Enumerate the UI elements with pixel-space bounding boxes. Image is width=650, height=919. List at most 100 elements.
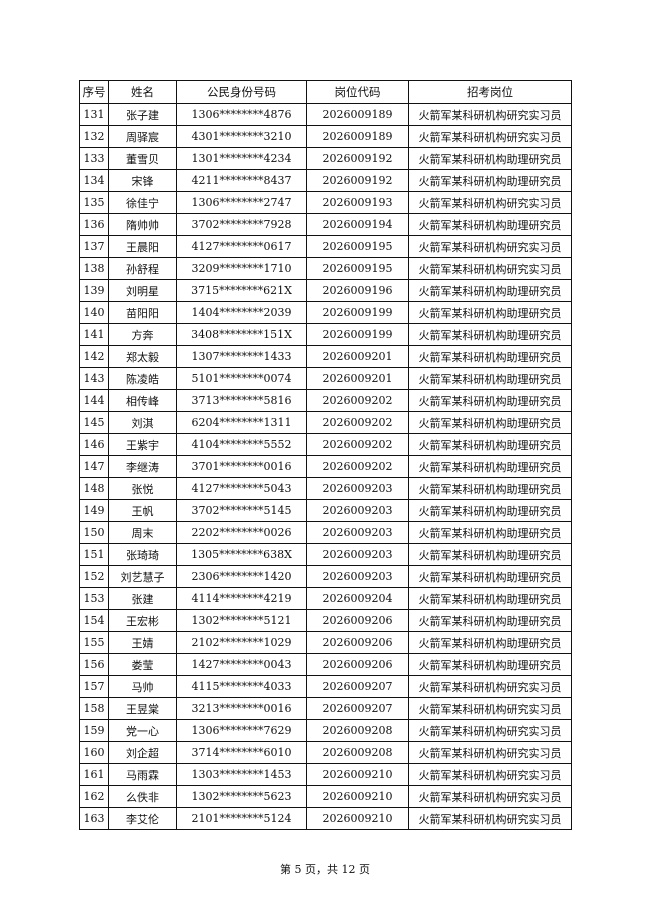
cell-col-name: 刘明星 bbox=[108, 279, 177, 302]
cell-col-index: 149 bbox=[79, 499, 109, 522]
cell-col-position-code: 2026009203 bbox=[306, 565, 409, 588]
cell-col-position-code: 2026009199 bbox=[306, 323, 409, 346]
cell-col-index: 154 bbox=[79, 609, 109, 632]
table-row: 148 张悦 4127********5043 2026009203 火箭军某科研机构助… bbox=[79, 477, 572, 500]
cell-col-position: 火箭军某科研机构研究实习员 bbox=[408, 741, 572, 764]
cell-col-index: 140 bbox=[79, 301, 109, 324]
cell-col-position: 火箭军某科研机构助理研究员 bbox=[408, 279, 572, 302]
cell-col-position-code: 2026009193 bbox=[306, 191, 409, 214]
cell-col-index: 132 bbox=[79, 125, 109, 148]
cell-col-position-code: 2026009202 bbox=[306, 411, 409, 434]
cell-col-position: 火箭军某科研机构助理研究员 bbox=[408, 367, 572, 390]
cell-col-position: 火箭军某科研机构研究实习员 bbox=[408, 807, 572, 830]
table-row: 133 董雪贝 1301********4234 2026009192 火箭军某科研机构… bbox=[79, 147, 572, 170]
cell-col-name: 刘企超 bbox=[108, 741, 177, 764]
cell-col-id-number: 3701********0016 bbox=[176, 455, 307, 478]
cell-col-index: 152 bbox=[79, 565, 109, 588]
table-row: 140 苗阳阳 1404********2039 2026009199 火箭军某科研机构… bbox=[79, 301, 572, 324]
header-col-position-code: 岗位代码 bbox=[306, 80, 409, 104]
cell-col-id-number: 4115********4033 bbox=[176, 675, 307, 698]
cell-col-index: 136 bbox=[79, 213, 109, 236]
cell-col-position: 火箭军某科研机构助理研究员 bbox=[408, 499, 572, 522]
cell-col-position: 火箭军某科研机构助理研究员 bbox=[408, 147, 572, 170]
cell-col-index: 134 bbox=[79, 169, 109, 192]
cell-col-position-code: 2026009189 bbox=[306, 103, 409, 126]
cell-col-index: 160 bbox=[79, 741, 109, 764]
cell-col-id-number: 2202********0026 bbox=[176, 521, 307, 544]
cell-col-position: 火箭军某科研机构助理研究员 bbox=[408, 433, 572, 456]
table-row: 151 张琦琦 1305********638X 2026009203 火箭军某科研机构… bbox=[79, 543, 572, 566]
cell-col-id-number: 1301********4234 bbox=[176, 147, 307, 170]
cell-col-position-code: 2026009203 bbox=[306, 543, 409, 566]
cell-col-position: 火箭军某科研机构助理研究员 bbox=[408, 653, 572, 676]
cell-col-position-code: 2026009201 bbox=[306, 345, 409, 368]
cell-col-position: 火箭军某科研机构助理研究员 bbox=[408, 169, 572, 192]
cell-col-position-code: 2026009195 bbox=[306, 257, 409, 280]
cell-col-index: 135 bbox=[79, 191, 109, 214]
cell-col-position-code: 2026009206 bbox=[306, 631, 409, 654]
cell-col-id-number: 3702********5145 bbox=[176, 499, 307, 522]
table-row: 146 王紫宇 4104********5552 2026009202 火箭军某科研机构… bbox=[79, 433, 572, 456]
cell-col-index: 131 bbox=[79, 103, 109, 126]
cell-col-index: 143 bbox=[79, 367, 109, 390]
table-row: 142 郑太毅 1307********1433 2026009201 火箭军某科研机构… bbox=[79, 345, 572, 368]
cell-col-name: 王宏彬 bbox=[108, 609, 177, 632]
candidate-table: 序号 姓名 公民身份号码 岗位代码 招考岗位 131 张子建 1306********487… bbox=[79, 80, 572, 830]
table-row: 152 刘艺慧子 2306********1420 2026009203 火箭军某科研机… bbox=[79, 565, 572, 588]
table-row: 162 么佚非 1302********5623 2026009210 火箭军某科研机构… bbox=[79, 785, 572, 808]
cell-col-index: 145 bbox=[79, 411, 109, 434]
cell-col-position: 火箭军某科研机构助理研究员 bbox=[408, 301, 572, 324]
cell-col-index: 157 bbox=[79, 675, 109, 698]
cell-col-id-number: 6204********1311 bbox=[176, 411, 307, 434]
cell-col-position-code: 2026009195 bbox=[306, 235, 409, 258]
cell-col-name: 娄莹 bbox=[108, 653, 177, 676]
table-row: 138 孙舒程 3209********1710 2026009195 火箭军某科研机构… bbox=[79, 257, 572, 280]
cell-col-position: 火箭军某科研机构助理研究员 bbox=[408, 477, 572, 500]
cell-col-name: 王昱棠 bbox=[108, 697, 177, 720]
table-row: 153 张建 4114********4219 2026009204 火箭军某科研机构助… bbox=[79, 587, 572, 610]
table-row: 160 刘企超 3714********6010 2026009208 火箭军某科研机构… bbox=[79, 741, 572, 764]
table-row: 136 隋帅帅 3702********7928 2026009194 火箭军某科研机构… bbox=[79, 213, 572, 236]
table-row: 131 张子建 1306********4876 2026009189 火箭军某科研机构… bbox=[79, 103, 572, 126]
table-row: 157 马帅 4115********4033 2026009207 火箭军某科研机构研… bbox=[79, 675, 572, 698]
table-row: 137 王晨阳 4127********0617 2026009195 火箭军某科研机构… bbox=[79, 235, 572, 258]
cell-col-position: 火箭军某科研机构研究实习员 bbox=[408, 103, 572, 126]
cell-col-name: 宋锋 bbox=[108, 169, 177, 192]
cell-col-id-number: 3702********7928 bbox=[176, 213, 307, 236]
cell-col-position: 火箭军某科研机构助理研究员 bbox=[408, 543, 572, 566]
cell-col-id-number: 1303********1453 bbox=[176, 763, 307, 786]
cell-col-name: 周驿宸 bbox=[108, 125, 177, 148]
cell-col-index: 155 bbox=[79, 631, 109, 654]
cell-col-name: 王帆 bbox=[108, 499, 177, 522]
cell-col-position-code: 2026009207 bbox=[306, 697, 409, 720]
cell-col-position: 火箭军某科研机构研究实习员 bbox=[408, 763, 572, 786]
cell-col-position: 火箭军某科研机构助理研究员 bbox=[408, 631, 572, 654]
cell-col-id-number: 1427********0043 bbox=[176, 653, 307, 676]
table-row: 155 王婧 2102********1029 2026009206 火箭军某科研机构助… bbox=[79, 631, 572, 654]
header-col-id-number: 公民身份号码 bbox=[176, 80, 307, 104]
cell-col-name: 马雨霖 bbox=[108, 763, 177, 786]
cell-col-id-number: 4127********5043 bbox=[176, 477, 307, 500]
cell-col-position: 火箭军某科研机构助理研究员 bbox=[408, 345, 572, 368]
cell-col-position-code: 2026009210 bbox=[306, 785, 409, 808]
cell-col-position-code: 2026009194 bbox=[306, 213, 409, 236]
cell-col-index: 156 bbox=[79, 653, 109, 676]
cell-col-index: 153 bbox=[79, 587, 109, 610]
cell-col-id-number: 1302********5121 bbox=[176, 609, 307, 632]
cell-col-name: 张琦琦 bbox=[108, 543, 177, 566]
cell-col-index: 138 bbox=[79, 257, 109, 280]
cell-col-name: 董雪贝 bbox=[108, 147, 177, 170]
cell-col-id-number: 4211********8437 bbox=[176, 169, 307, 192]
cell-col-id-number: 2101********5124 bbox=[176, 807, 307, 830]
cell-col-position-code: 2026009206 bbox=[306, 609, 409, 632]
cell-col-id-number: 1305********638X bbox=[176, 543, 307, 566]
cell-col-id-number: 2306********1420 bbox=[176, 565, 307, 588]
cell-col-position: 火箭军某科研机构助理研究员 bbox=[408, 565, 572, 588]
cell-col-name: 相传峰 bbox=[108, 389, 177, 412]
cell-col-index: 146 bbox=[79, 433, 109, 456]
cell-col-index: 133 bbox=[79, 147, 109, 170]
cell-col-position-code: 2026009208 bbox=[306, 719, 409, 742]
cell-col-name: 刘艺慧子 bbox=[108, 565, 177, 588]
cell-col-id-number: 1302********5623 bbox=[176, 785, 307, 808]
